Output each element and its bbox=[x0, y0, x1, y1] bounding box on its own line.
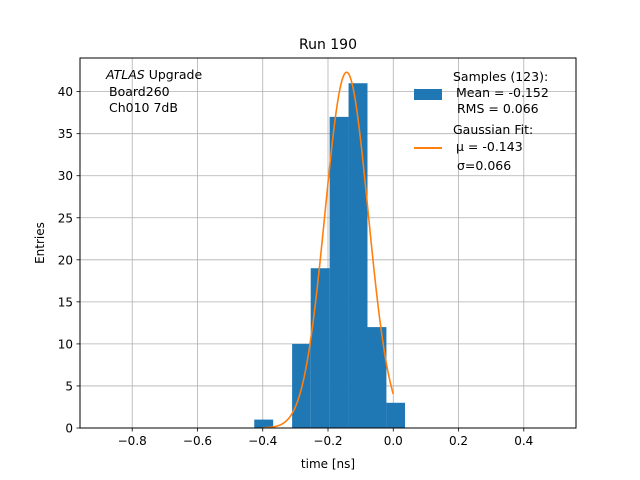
gaussian-fit-curve bbox=[262, 71, 395, 429]
y-axis-ticks: 0 5 10 15 20 25 30 35 40 bbox=[58, 85, 80, 436]
y-tick-label: 0 bbox=[65, 422, 73, 436]
legend-fit-label: Gaussian Fit: bbox=[453, 122, 533, 137]
legend: Samples (123): Mean = -0.152 RMS = 0.066… bbox=[414, 69, 549, 173]
chart-title: Run 190 bbox=[299, 37, 357, 53]
histogram-bar bbox=[367, 327, 387, 428]
histogram-bar bbox=[329, 116, 349, 428]
x-tick-label: 0.4 bbox=[514, 434, 533, 448]
x-tick-label: −0.4 bbox=[248, 434, 277, 448]
annotation-atlas: ATLAS bbox=[105, 67, 145, 82]
x-tick-label: −0.2 bbox=[313, 434, 342, 448]
y-tick-label: 10 bbox=[58, 337, 73, 351]
annotation-upgrade: Upgrade bbox=[145, 67, 203, 82]
annotation-line-1: ATLAS Upgrade bbox=[105, 67, 202, 82]
legend-samples-swatch bbox=[414, 89, 442, 100]
annotation-line-2: Board260 bbox=[109, 84, 170, 99]
legend-fit-sigma: σ=0.066 bbox=[457, 158, 511, 173]
legend-fit-mu: μ = -0.143 bbox=[456, 139, 523, 154]
y-tick-label: 25 bbox=[58, 211, 73, 225]
x-tick-label: 0.0 bbox=[384, 434, 403, 448]
legend-samples-rms: RMS = 0.066 bbox=[457, 101, 539, 116]
histogram-bar bbox=[310, 268, 330, 428]
histogram-bar bbox=[254, 419, 274, 428]
x-axis-label: time [ns] bbox=[301, 457, 355, 471]
y-axis-label: Entries bbox=[33, 222, 47, 264]
y-tick-label: 20 bbox=[58, 253, 73, 267]
y-tick-label: 5 bbox=[65, 379, 73, 393]
y-tick-label: 35 bbox=[58, 127, 73, 141]
y-tick-label: 15 bbox=[58, 295, 73, 309]
histogram-bar bbox=[348, 83, 368, 429]
y-tick-label: 30 bbox=[58, 169, 73, 183]
legend-samples-mean: Mean = -0.152 bbox=[456, 85, 549, 100]
fit-curve-group bbox=[262, 71, 395, 429]
annotation-line-3: Ch010 7dB bbox=[109, 100, 178, 115]
legend-samples-label: Samples (123): bbox=[453, 69, 548, 84]
x-tick-label: −0.6 bbox=[183, 434, 212, 448]
annotation: ATLAS Upgrade Board260 Ch010 7dB bbox=[105, 67, 202, 115]
x-tick-label: 0.2 bbox=[449, 434, 468, 448]
x-axis-ticks: −0.8 −0.6 −0.4 −0.2 0.0 0.2 0.4 bbox=[118, 428, 533, 448]
y-tick-label: 40 bbox=[58, 85, 73, 99]
x-tick-label: −0.8 bbox=[118, 434, 147, 448]
histogram-bar bbox=[386, 402, 406, 428]
